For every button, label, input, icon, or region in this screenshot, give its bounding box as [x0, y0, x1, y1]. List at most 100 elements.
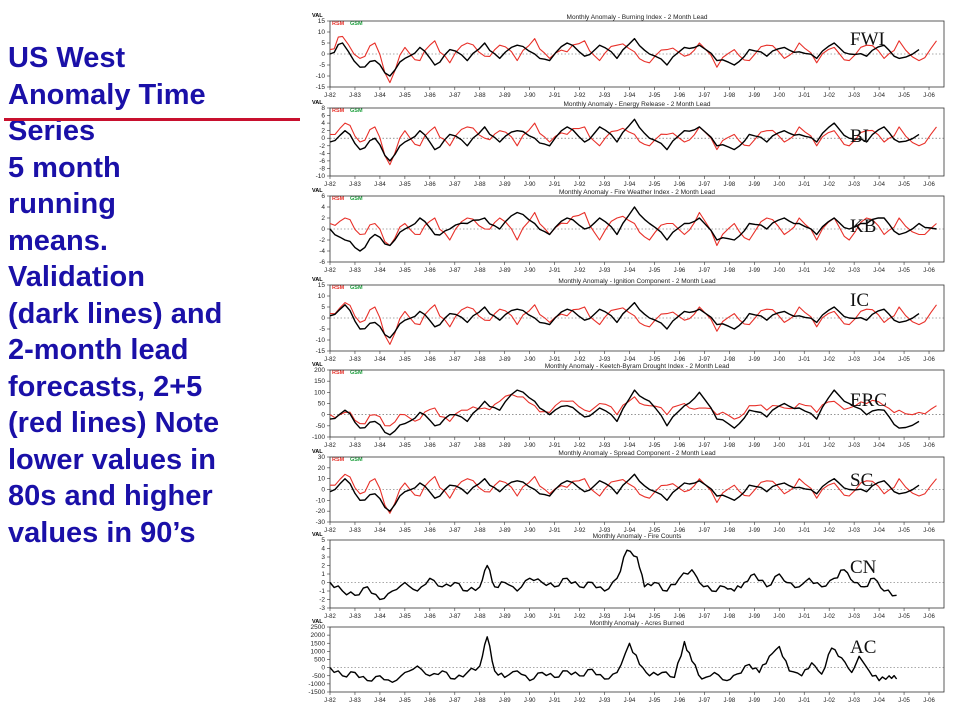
x-tick-label: J-95: [649, 357, 661, 363]
x-tick-label: J-84: [374, 614, 386, 620]
x-tick-label: J-86: [424, 93, 436, 99]
y-tick-label: 0: [321, 665, 325, 672]
x-tick-label: J-03: [848, 93, 860, 99]
x-tick-label: J-96: [674, 698, 686, 704]
x-tick-label: J-03: [848, 614, 860, 620]
x-tick-label: J-00: [773, 443, 785, 449]
y-tick-label: 4: [321, 120, 325, 127]
x-tick-label: J-83: [349, 698, 361, 704]
legend-val: VAL: [312, 362, 323, 368]
legend-gsm: GSM: [350, 370, 363, 376]
legend-val: VAL: [312, 532, 323, 538]
x-tick-label: J-97: [699, 614, 711, 620]
legend-gsm: GSM: [350, 196, 363, 202]
x-tick-label: J-92: [574, 268, 586, 274]
x-tick-label: J-99: [748, 268, 760, 274]
x-tick-label: J-97: [699, 443, 711, 449]
x-tick-label: J-03: [848, 268, 860, 274]
chart-label: IC: [850, 290, 869, 311]
y-tick-label: 15: [318, 282, 326, 289]
x-tick-label: J-98: [724, 93, 736, 99]
y-tick-label: 5: [321, 40, 325, 47]
series-line-val: [329, 118, 920, 162]
x-tick-label: J-02: [823, 698, 835, 704]
x-tick-label: J-94: [624, 443, 636, 449]
chart-label: KB: [850, 216, 876, 237]
y-tick-label: 2: [321, 563, 325, 570]
y-tick-label: -15: [316, 84, 326, 91]
x-tick-label: J-90: [524, 357, 536, 363]
x-tick-label: J-01: [798, 357, 810, 363]
x-tick-label: J-97: [699, 93, 711, 99]
y-tick-label: 2: [321, 215, 325, 222]
x-tick-label: J-05: [898, 614, 910, 620]
x-tick-label: J-87: [449, 93, 461, 99]
x-tick-label: J-01: [798, 268, 810, 274]
x-tick-label: J-93: [599, 357, 611, 363]
chart-label: ERC: [850, 390, 887, 411]
x-tick-label: J-05: [898, 268, 910, 274]
x-tick-label: J-91: [549, 93, 561, 99]
panel-title: Monthly Anomaly - Ignition Component - 2…: [558, 278, 716, 285]
series-line-val: [329, 301, 920, 339]
x-tick-label: J-93: [599, 443, 611, 449]
x-tick-label: J-00: [773, 93, 785, 99]
y-tick-label: 6: [321, 193, 325, 200]
y-tick-label: 10: [318, 29, 326, 36]
x-tick-label: J-88: [474, 528, 486, 534]
x-tick-label: J-99: [748, 614, 760, 620]
y-tick-label: -10: [316, 73, 326, 80]
x-tick-label: J-88: [474, 357, 486, 363]
x-tick-label: J-84: [374, 93, 386, 99]
series-line-val: [329, 37, 920, 77]
x-tick-label: J-00: [773, 182, 785, 188]
x-tick-label: J-82: [324, 268, 336, 274]
x-tick-label: J-99: [748, 528, 760, 534]
x-tick-label: J-91: [549, 528, 561, 534]
x-tick-label: J-03: [848, 528, 860, 534]
x-tick-label: J-92: [574, 93, 586, 99]
chart-label: FWI: [850, 29, 885, 50]
x-tick-label: J-92: [574, 357, 586, 363]
series-line-rsm: [329, 122, 937, 166]
x-tick-label: J-88: [474, 443, 486, 449]
x-tick-label: J-01: [798, 698, 810, 704]
x-tick-label: J-95: [649, 614, 661, 620]
x-tick-label: J-97: [699, 182, 711, 188]
x-tick-label: J-03: [848, 357, 860, 363]
x-tick-label: J-01: [798, 614, 810, 620]
x-tick-label: J-87: [449, 443, 461, 449]
x-tick-label: J-95: [649, 698, 661, 704]
x-tick-label: J-01: [798, 182, 810, 188]
series-line-val: [329, 473, 920, 512]
x-tick-label: J-93: [599, 93, 611, 99]
x-tick-label: J-02: [823, 443, 835, 449]
y-tick-label: -4: [319, 150, 325, 157]
y-tick-label: -500: [312, 673, 325, 680]
x-tick-label: J-85: [399, 528, 411, 534]
x-tick-label: J-87: [449, 614, 461, 620]
x-tick-label: J-00: [773, 528, 785, 534]
legend-val: VAL: [312, 13, 323, 19]
x-tick-label: J-99: [748, 698, 760, 704]
y-tick-label: -8: [319, 165, 325, 172]
y-tick-label: 5: [321, 304, 325, 311]
x-tick-label: J-83: [349, 443, 361, 449]
x-tick-label: J-94: [624, 182, 636, 188]
x-tick-label: J-05: [898, 443, 910, 449]
x-tick-label: J-86: [424, 268, 436, 274]
y-tick-label: 20: [318, 465, 326, 472]
panel-title: Monthly Anomaly - Fire Counts: [593, 533, 683, 540]
heading-line: 5 month: [8, 151, 121, 184]
x-tick-label: J-95: [649, 268, 661, 274]
y-tick-label: 0: [321, 135, 325, 142]
x-tick-label: J-03: [848, 182, 860, 188]
x-tick-label: J-82: [324, 357, 336, 363]
x-tick-label: J-94: [624, 357, 636, 363]
series-line-val: [329, 636, 898, 683]
heading-line: Validation: [8, 261, 145, 293]
x-tick-label: J-04: [873, 268, 885, 274]
x-tick-label: J-01: [798, 443, 810, 449]
x-tick-label: J-88: [474, 182, 486, 188]
x-tick-label: J-93: [599, 268, 611, 274]
